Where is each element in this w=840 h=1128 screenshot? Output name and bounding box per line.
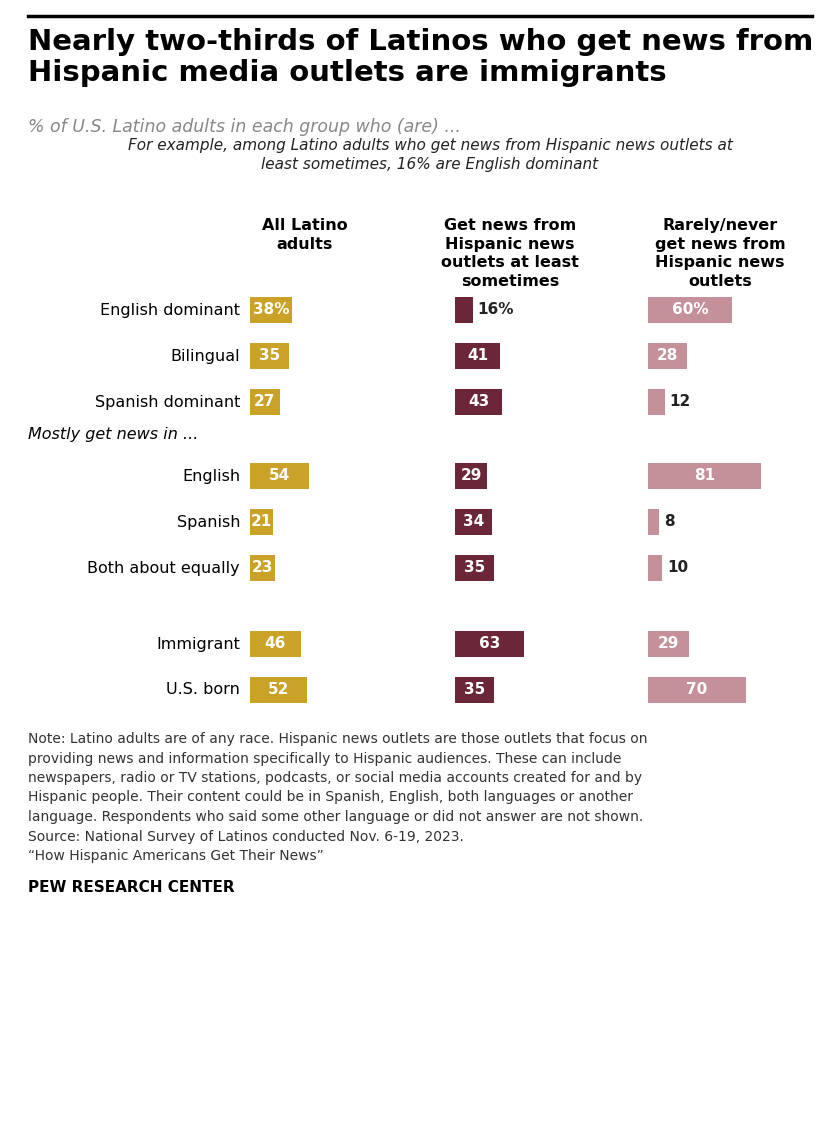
Text: 12: 12: [669, 395, 691, 409]
Bar: [455, 677, 494, 703]
Text: Mostly get news in ...: Mostly get news in ...: [28, 428, 198, 442]
Text: 52: 52: [268, 682, 289, 697]
Bar: [250, 677, 307, 703]
Text: 21: 21: [251, 514, 272, 529]
Bar: [250, 297, 291, 323]
Text: 8: 8: [664, 514, 675, 529]
Bar: [648, 343, 687, 369]
Text: All Latino
adults: All Latino adults: [262, 218, 348, 252]
Text: 27: 27: [255, 395, 276, 409]
Bar: [455, 555, 494, 581]
Bar: [648, 462, 761, 490]
Bar: [250, 509, 273, 535]
Text: Nearly two-thirds of Latinos who get news from
Hispanic media outlets are immigr: Nearly two-thirds of Latinos who get new…: [28, 28, 813, 87]
Text: 35: 35: [464, 682, 485, 697]
Text: For example, among Latino adults who get news from Hispanic news outlets at
leas: For example, among Latino adults who get…: [128, 138, 732, 173]
Text: 70: 70: [686, 682, 707, 697]
Bar: [455, 389, 502, 415]
Text: U.S. born: U.S. born: [166, 682, 240, 697]
Text: English: English: [182, 468, 240, 484]
Text: PEW RESEARCH CENTER: PEW RESEARCH CENTER: [28, 880, 234, 895]
Bar: [648, 389, 664, 415]
Bar: [455, 343, 500, 369]
Bar: [455, 631, 524, 656]
Text: Both about equally: Both about equally: [87, 561, 240, 575]
Text: 81: 81: [694, 468, 716, 484]
Text: 38%: 38%: [253, 302, 289, 317]
Text: Get news from
Hispanic news
outlets at least
sometimes: Get news from Hispanic news outlets at l…: [441, 218, 579, 289]
Text: 29: 29: [460, 468, 481, 484]
Bar: [250, 343, 288, 369]
Text: 23: 23: [252, 561, 273, 575]
Text: Spanish: Spanish: [176, 514, 240, 529]
Text: 28: 28: [657, 349, 678, 363]
Bar: [648, 677, 746, 703]
Text: Bilingual: Bilingual: [171, 349, 240, 363]
Bar: [250, 555, 276, 581]
Text: Immigrant: Immigrant: [156, 636, 240, 652]
Text: 35: 35: [464, 561, 485, 575]
Bar: [455, 297, 473, 323]
Bar: [250, 462, 309, 490]
Text: 63: 63: [479, 636, 501, 652]
Bar: [455, 509, 492, 535]
Text: Spanish dominant: Spanish dominant: [95, 395, 240, 409]
Text: 54: 54: [269, 468, 291, 484]
Text: 41: 41: [467, 349, 488, 363]
Bar: [648, 297, 732, 323]
Text: 34: 34: [463, 514, 485, 529]
Text: % of U.S. Latino adults in each group who (are) ...: % of U.S. Latino adults in each group wh…: [28, 118, 461, 136]
Bar: [648, 631, 689, 656]
Bar: [648, 509, 659, 535]
Text: English dominant: English dominant: [100, 302, 240, 317]
Bar: [250, 631, 301, 656]
Text: 16%: 16%: [478, 302, 514, 317]
Text: 35: 35: [259, 349, 280, 363]
Text: 29: 29: [658, 636, 679, 652]
Text: 60%: 60%: [672, 302, 708, 317]
Bar: [648, 555, 662, 581]
Text: 10: 10: [667, 561, 688, 575]
Bar: [250, 389, 280, 415]
Text: 46: 46: [265, 636, 286, 652]
Bar: [455, 462, 487, 490]
Text: Note: Latino adults are of any race. Hispanic news outlets are those outlets tha: Note: Latino adults are of any race. His…: [28, 732, 648, 863]
Text: 43: 43: [468, 395, 489, 409]
Text: Rarely/never
get news from
Hispanic news
outlets: Rarely/never get news from Hispanic news…: [654, 218, 785, 289]
